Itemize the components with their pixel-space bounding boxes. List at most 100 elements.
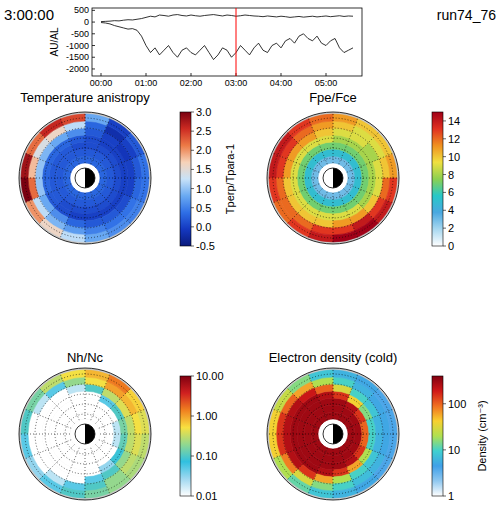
colorbar-tick-label: 0.0: [196, 221, 211, 233]
x-tick: [326, 73, 327, 76]
spoke-grid: [308, 448, 328, 495]
spoke-grid: [339, 373, 359, 420]
run-label: run74_76: [437, 7, 496, 23]
colorbar-tick-label: 1.0: [196, 183, 211, 195]
earth-night: [85, 168, 95, 188]
cells: [21, 114, 149, 242]
no-data-background: [267, 368, 399, 500]
ring-grid: [283, 384, 383, 484]
spoke-grid: [347, 440, 394, 460]
colorbar-tick: [443, 403, 446, 404]
panel-title: Fpe/Fce: [309, 90, 357, 105]
colorbar-tick: [191, 456, 194, 457]
outer-circle: [267, 112, 399, 244]
colorbar-tick-label: 0.10: [196, 450, 217, 462]
y-tick-label: 500: [74, 5, 89, 15]
colorbar-tick: [191, 246, 194, 247]
ring-grid: [65, 158, 105, 198]
x-tick: [191, 73, 192, 76]
colorbar-tick-label: 4: [448, 204, 454, 216]
x-tick: [281, 73, 282, 76]
earth-night: [333, 168, 343, 188]
y-tick: [92, 68, 95, 69]
spoke-grid: [91, 192, 111, 239]
colorbar-tick-label: 0: [448, 240, 454, 252]
cells: [269, 370, 397, 498]
colorbar-tick: [191, 226, 194, 227]
lines: [101, 8, 353, 76]
colorbar-tick-label: 2.5: [196, 125, 211, 137]
spoke-grid: [286, 131, 322, 167]
cell: [274, 456, 293, 479]
colorbar-tick-label: 2: [448, 222, 454, 234]
spoke-grid: [272, 184, 319, 204]
series-line: [101, 23, 353, 60]
spoke-grid: [333, 368, 334, 419]
no-data-background: [267, 112, 399, 244]
spoke-grid: [344, 131, 380, 167]
outer-circle: [267, 368, 399, 500]
spoke-grid: [344, 445, 380, 481]
colorbar: [180, 112, 191, 246]
spoke-grid: [333, 112, 334, 163]
y-axis-title: AU/AL: [49, 27, 60, 56]
spoke-grid: [286, 445, 322, 481]
earth-night: [85, 424, 95, 444]
x-tick-label: 02:00: [180, 78, 203, 88]
spoke-grid: [60, 192, 80, 239]
spoke-grid: [99, 409, 146, 429]
spoke-grid: [286, 387, 322, 423]
colorbar-tick: [443, 228, 446, 229]
colorbar-tick-label: 3.0: [196, 106, 211, 118]
spoke-grid: [91, 373, 111, 420]
ring-grid: [35, 128, 135, 228]
spoke-grid: [96, 387, 132, 423]
colorbar: [432, 112, 443, 246]
spoke-grid: [96, 189, 132, 225]
cell: [274, 200, 293, 223]
cell: [373, 200, 392, 223]
spoke-grid: [344, 189, 380, 225]
colorbar-title: Tperp/Tpara-1: [224, 144, 236, 214]
x-tick-label: 01:00: [135, 78, 158, 88]
colorbar-tick-label: -0.5: [196, 240, 215, 252]
spoke-grid: [24, 184, 71, 204]
colorbar-tick-label: 1: [448, 490, 454, 502]
colorbar-tick: [443, 138, 446, 139]
colorbar-tick: [191, 376, 194, 377]
colorbar-title: Density (cm⁻³): [476, 400, 488, 471]
spoke-grid: [272, 440, 319, 460]
cell: [26, 456, 45, 479]
y-tick-label: -1500: [66, 52, 89, 62]
spoke-grid: [24, 153, 71, 173]
ring-grid: [283, 128, 383, 228]
colorbar-tick: [443, 246, 446, 247]
ring-grid: [35, 384, 135, 484]
outer-circle: [19, 112, 151, 244]
spoke-grid: [91, 117, 111, 164]
spoke-grid: [286, 189, 322, 225]
colorbar-tick: [191, 416, 194, 417]
spoke-grid: [100, 178, 151, 179]
spoke-grid: [19, 178, 70, 179]
colorbar-tick: [191, 207, 194, 208]
spoke-grid: [333, 193, 334, 244]
cell: [373, 456, 392, 479]
earth: [323, 424, 343, 444]
spoke-grid: [339, 192, 359, 239]
x-tick-label: 00:00: [90, 78, 113, 88]
earth-night: [333, 424, 343, 444]
colorbar-tick: [443, 174, 446, 175]
spoke-grid: [272, 409, 319, 429]
spoke-grid: [348, 178, 399, 179]
earth: [75, 168, 95, 188]
colorbar-tick-label: 1.5: [196, 163, 211, 175]
earth: [75, 424, 95, 444]
colorbar-tick: [443, 156, 446, 157]
cell: [26, 200, 45, 223]
spoke-grid: [347, 184, 394, 204]
series-line: [101, 15, 353, 22]
colorbar-tick: [191, 131, 194, 132]
colorbar-tick: [443, 449, 446, 450]
x-tick-label: 04:00: [270, 78, 293, 88]
